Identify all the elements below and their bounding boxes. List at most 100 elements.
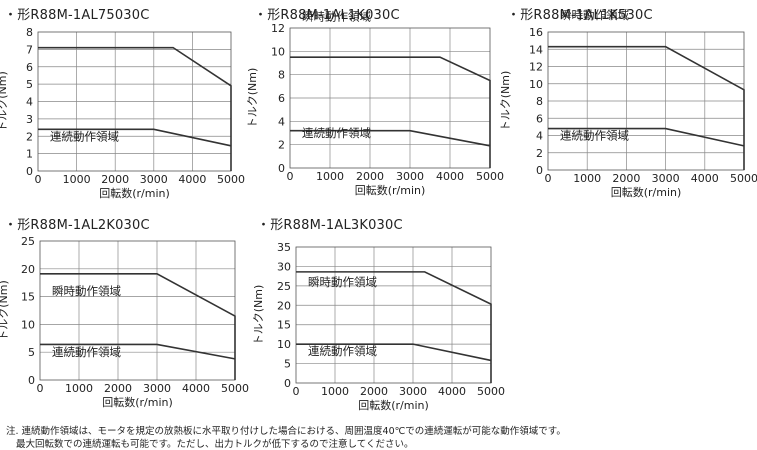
y-tick-label: 16	[529, 26, 543, 39]
x-tick-label: 1000	[321, 385, 349, 398]
y-tick-label: 2	[536, 147, 543, 160]
chart-panel-2: ・形R88M-1AL1K030C 0 1000 2000 3000 4000 5000 0 2…	[246, 0, 504, 200]
x-axis-label: 回転数(r/min)	[102, 396, 173, 409]
x-tick-label: 4000	[691, 172, 719, 185]
x-tick-label: 3000	[399, 385, 427, 398]
continuous-region-label: 連続動作領域	[50, 129, 119, 143]
x-tick-label: 3000	[140, 173, 168, 186]
grid	[296, 247, 491, 383]
grid	[548, 32, 744, 170]
x-tick-label: 5000	[217, 173, 245, 186]
x-tick-label: 4000	[178, 173, 206, 186]
x-axis-label: 回転数(r/min)	[99, 187, 170, 200]
peak-region-label: 瞬時動作領域	[308, 275, 377, 289]
y-tick-label: 5	[28, 346, 35, 359]
y-tick-label: 0	[284, 377, 291, 390]
x-tick-label: 4000	[438, 385, 466, 398]
peak-torque-line	[548, 45, 745, 170]
plot-frame	[39, 240, 236, 381]
x-tick-label: 2000	[612, 172, 640, 185]
chart-title: ・形R88M-1AL1K530C	[507, 8, 653, 23]
y-tick-label: 10	[529, 78, 543, 91]
x-tick-label: 2000	[101, 173, 129, 186]
continuous-torque-line	[296, 343, 492, 362]
chart-title: ・形R88M-1AL3K030C	[257, 218, 403, 233]
y-tick-label: 6	[26, 61, 33, 74]
y-tick-label: 25	[21, 235, 35, 248]
y-tick-label: 6	[536, 112, 543, 125]
y-tick-label: 0	[278, 162, 285, 175]
x-tick-label: 0	[35, 173, 42, 186]
footnote-line-2: 最大回転数での連続運転も可能です。ただし、出力トルクが低下するので注意してくださ…	[16, 439, 414, 450]
x-axis-label: 回転数(r/min)	[611, 186, 682, 199]
continuous-region-label: 連続動作領域	[52, 345, 121, 359]
x-tick-label: 2000	[104, 382, 132, 395]
y-tick-label: 4	[536, 130, 543, 143]
y-axis-label: トルク(Nm)	[246, 68, 259, 129]
torque-chart: 0 1000 2000 3000 4000 5000 0 5 10 15 20 25 30 35 回転数(r…	[252, 241, 505, 412]
y-tick-label: 10	[271, 45, 285, 58]
torque-chart: 0 1000 2000 3000 4000 5000012345678回転数(r/min)…	[0, 26, 245, 200]
y-tick-label: 7	[26, 43, 33, 56]
y-tick-label: 14	[529, 43, 543, 56]
continuous-torque-line	[38, 128, 232, 147]
chart-panel-1: ・形R88M-1AL75030C 0 1000 2000 3000 4000 5000 0 1…	[0, 0, 250, 200]
x-tick-label: 5000	[477, 385, 505, 398]
x-tick-label: 5000	[730, 172, 757, 185]
x-tick-label: 3000	[396, 170, 424, 183]
y-tick-label: 35	[277, 241, 291, 254]
peak-torque-line	[40, 273, 236, 380]
y-tick-label: 4	[26, 96, 33, 109]
continuous-torque-line	[548, 127, 745, 147]
y-tick-label: 2	[26, 130, 33, 143]
x-tick-label: 5000	[476, 170, 504, 183]
chart-title: ・形R88M-1AL75030C	[4, 8, 150, 23]
y-tick-label: 10	[21, 318, 35, 331]
grid	[38, 32, 231, 171]
x-tick-label: 0	[545, 172, 552, 185]
y-axis-label: トルク(Nm)	[252, 285, 265, 346]
y-tick-label: 8	[536, 95, 543, 108]
grid	[290, 28, 490, 168]
x-tick-label: 4000	[182, 382, 210, 395]
y-tick-label: 0	[28, 374, 35, 387]
peak-torque-line	[296, 271, 492, 383]
continuous-torque-line	[40, 343, 236, 360]
x-tick-label: 1000	[316, 170, 344, 183]
x-tick-label: 0	[287, 170, 294, 183]
x-tick-label: 3000	[143, 382, 171, 395]
y-axis-label: トルク(Nm)	[499, 71, 512, 132]
continuous-torque-line	[290, 129, 491, 147]
y-tick-label: 10	[277, 338, 291, 351]
x-tick-label: 5000	[221, 382, 249, 395]
torque-chart: 0 1000 2000 3000 4000 5000 0 2 4 6 8 10 12 回転数(r/min)…	[246, 9, 504, 197]
x-tick-label: 0	[293, 385, 300, 398]
x-tick-label: 0	[37, 382, 44, 395]
continuous-region-label: 連続動作領域	[308, 344, 377, 358]
y-tick-label: 2	[278, 139, 285, 152]
x-tick-label: 1000	[65, 382, 93, 395]
chart-panel-5: ・形R88M-1AL3K030C 0 1000 2000 3000 4000 5000 0 5…	[252, 212, 505, 417]
y-tick-label: 0	[26, 165, 33, 178]
x-tick-label: 2000	[356, 170, 384, 183]
continuous-region-label: 連続動作領域	[302, 126, 371, 140]
footnote-line-1: 注. 連続動作領域は、モータを規定の放熱板に水平取り付けした場合における、周囲温…	[6, 426, 566, 437]
chart-title: ・形R88M-1AL1K030C	[254, 8, 400, 23]
y-tick-label: 5	[284, 358, 291, 371]
peak-region-label: 瞬時動作領域	[302, 9, 371, 23]
x-tick-label: 4000	[436, 170, 464, 183]
peak-torque-line	[38, 46, 232, 171]
y-tick-label: 5	[26, 78, 33, 91]
peak-region-label: 瞬時動作領域	[52, 284, 121, 298]
x-axis-label: 回転数(r/min)	[358, 399, 429, 412]
y-tick-label: 3	[26, 113, 33, 126]
y-tick-label: 4	[278, 115, 285, 128]
y-tick-label: 25	[277, 280, 291, 293]
torque-chart: 0 1000 2000 3000 4000 50000246810121416回転数(r/…	[499, 8, 757, 199]
y-axis-label: トルク(Nm)	[0, 280, 10, 341]
chart-panel-3: ・形R88M-1AL1K530C 0 1000 2000 3000 4000 5000 0 2…	[499, 0, 757, 200]
y-tick-label: 8	[278, 69, 285, 82]
y-axis-label: トルク(Nm)	[0, 71, 9, 132]
y-tick-label: 20	[21, 263, 35, 276]
y-tick-label: 12	[529, 61, 543, 74]
